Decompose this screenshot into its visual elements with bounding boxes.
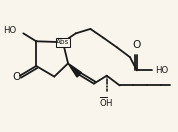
Text: HO: HO [155, 66, 169, 75]
Text: $\overline{\mathrm{O}}$H: $\overline{\mathrm{O}}$H [99, 95, 113, 109]
Text: HO: HO [3, 26, 16, 35]
FancyBboxPatch shape [56, 38, 70, 47]
Text: O: O [133, 40, 141, 50]
Polygon shape [68, 63, 81, 77]
Text: Abs: Abs [56, 39, 70, 45]
Text: O: O [12, 72, 20, 82]
